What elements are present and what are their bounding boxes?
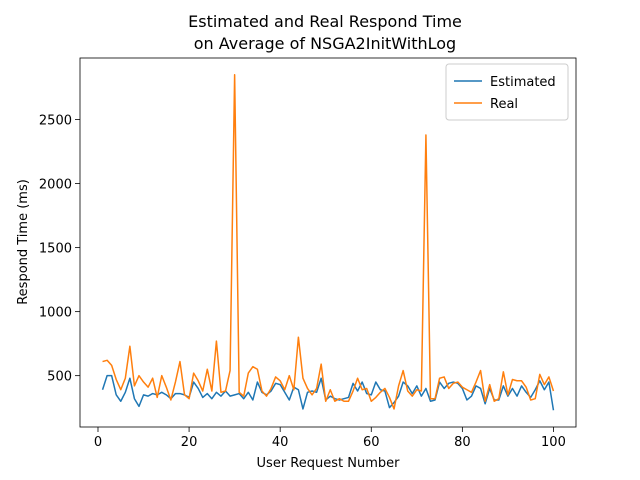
y-axis-label: Respond Time (ms)	[16, 179, 31, 305]
plot-frame	[79, 57, 577, 428]
legend-box	[445, 63, 569, 121]
chart-title: on Average of NSGA2InitWithLog	[194, 34, 456, 53]
chart-title: Estimated and Real Respond Time	[188, 12, 462, 31]
y-tick-label: 1500	[39, 242, 72, 257]
x-tick-label: 100	[541, 435, 566, 450]
y-tick-label: 500	[47, 370, 72, 385]
y-tick-label: 2500	[39, 114, 72, 129]
series-line	[102, 74, 555, 410]
x-tick-label: 40	[272, 435, 289, 450]
series-line	[101, 374, 555, 411]
x-axis-label: User Request Number	[257, 456, 401, 471]
x-tick-label: 20	[181, 435, 198, 450]
y-tick-label: 1000	[39, 306, 72, 321]
x-tick-label: 60	[363, 435, 380, 450]
x-tick-label: 80	[454, 435, 471, 450]
y-tick-label: 2000	[39, 178, 72, 193]
x-tick-label: 0	[94, 435, 102, 450]
legend-label: Real	[490, 97, 518, 112]
legend-label: Estimated	[490, 75, 556, 90]
